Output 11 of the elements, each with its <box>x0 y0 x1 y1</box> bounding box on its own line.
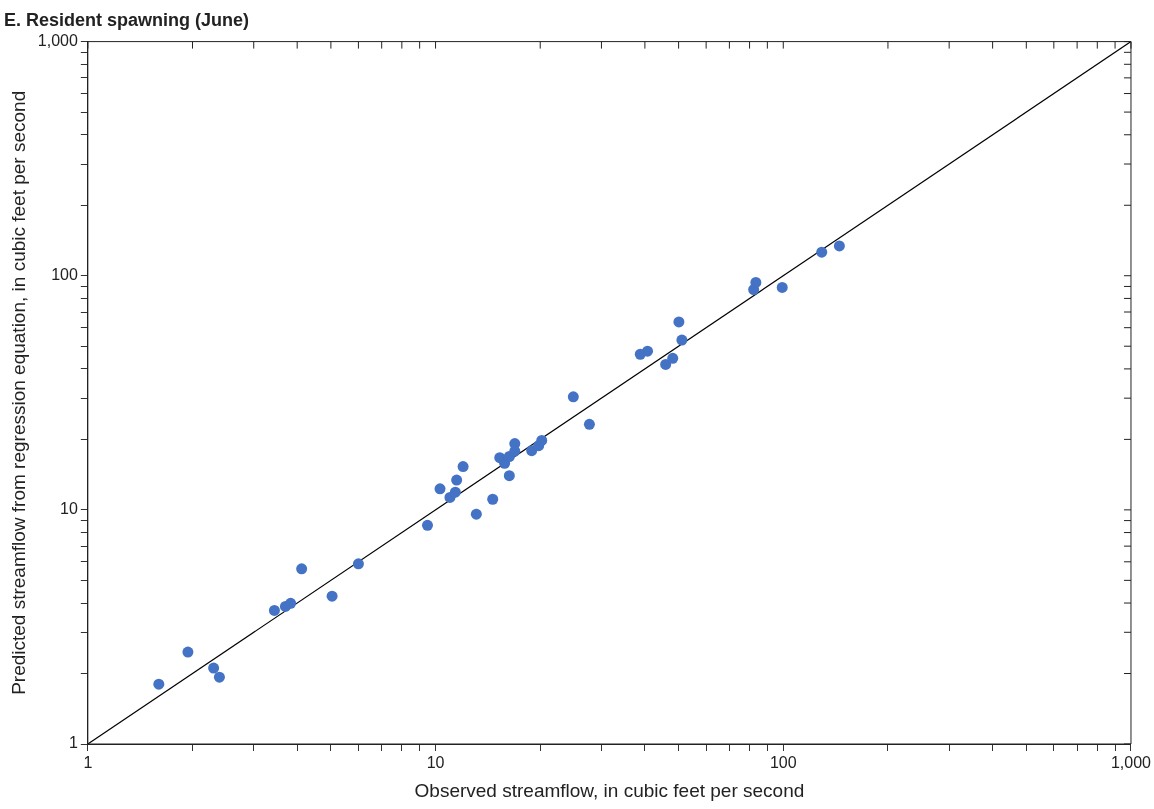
y-tick-label: 100 <box>51 266 78 284</box>
y-tick-label: 1,000 <box>37 32 78 50</box>
x-tick-label: 1 <box>83 754 93 772</box>
chart-title: E. Resident spawning (June) <box>4 9 250 30</box>
x-tick-label: 10 <box>426 754 445 772</box>
y-axis-title: Predicted streamflow from regression equation, in cubic feet per second <box>7 90 29 695</box>
y-tick-label: 10 <box>60 500 78 518</box>
x-tick-label: 100 <box>769 754 797 772</box>
x-tick-label: 1,000 <box>1110 754 1152 772</box>
y-tick-label: 1 <box>68 734 78 752</box>
x-axis-title: Observed streamflow, in cubic feet per second <box>414 779 805 801</box>
